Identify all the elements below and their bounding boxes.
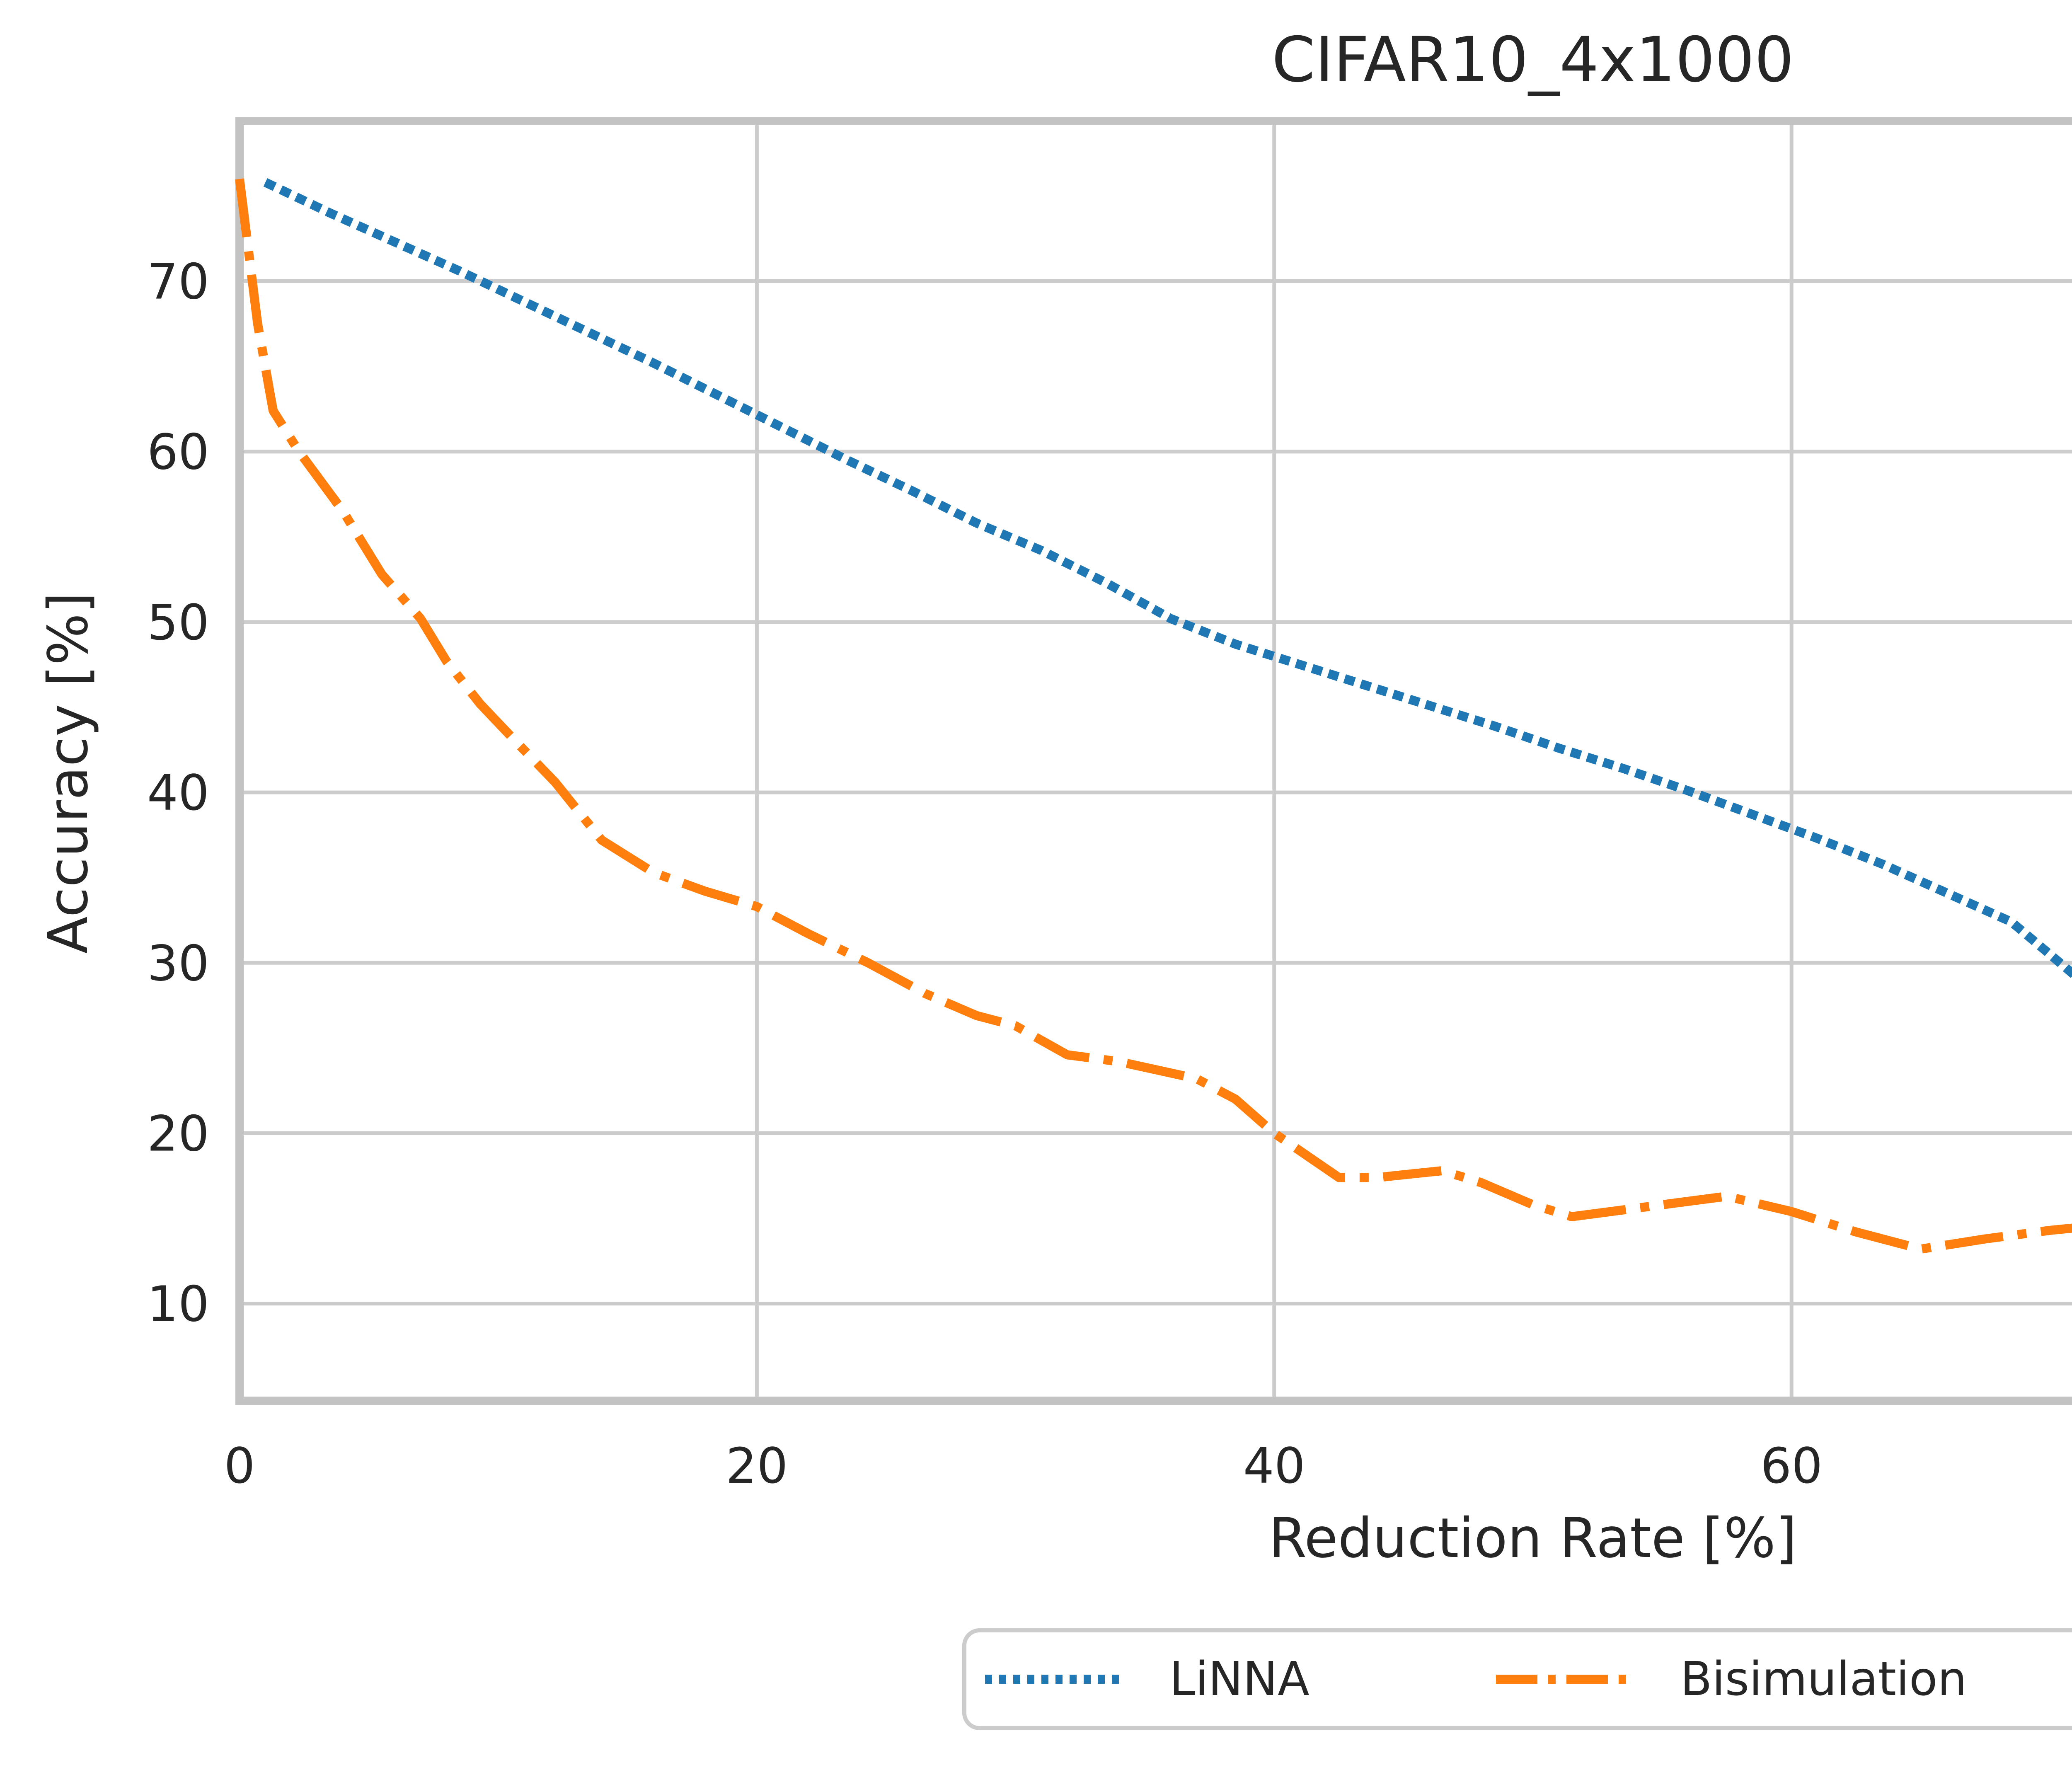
y-tick-label: 60 xyxy=(147,424,209,481)
x-tick-label: 60 xyxy=(1760,1437,1823,1494)
legend-item-bisimulation: Bisimulation xyxy=(1496,1652,1967,1706)
y-tick-label: 30 xyxy=(147,935,209,992)
linna-line xyxy=(263,178,2072,979)
x-tick-label: 0 xyxy=(224,1437,255,1494)
y-tick-label: 50 xyxy=(147,594,209,651)
y-axis-label: Accuracy [%] xyxy=(36,592,100,954)
axes-background xyxy=(240,121,2072,1401)
x-axis-label: Reduction Rate [%] xyxy=(1268,1506,1797,1570)
linna-line-sample-icon xyxy=(985,1675,1122,1684)
axes-spines xyxy=(235,117,2072,1405)
legend-item-linna: LiNNA xyxy=(985,1652,1310,1706)
y-tick-label: 40 xyxy=(147,764,209,821)
legend-label-bisimulation: Bisimulation xyxy=(1680,1652,1967,1706)
x-tick-label: 40 xyxy=(1243,1437,1305,1494)
legend: LiNNA Bisimulation xyxy=(962,1628,2072,1730)
bisimulation-line-sample-icon xyxy=(1496,1675,1633,1684)
y-tick-label: 20 xyxy=(147,1105,209,1162)
y-tick-label: 10 xyxy=(147,1276,209,1333)
x-tick-label: 20 xyxy=(726,1437,788,1494)
legend-label-linna: LiNNA xyxy=(1169,1652,1310,1706)
chart-title: CIFAR10_4x1000 xyxy=(1271,24,1794,96)
y-tick-label: 70 xyxy=(147,253,209,310)
bisimulation-line xyxy=(235,178,2072,1254)
